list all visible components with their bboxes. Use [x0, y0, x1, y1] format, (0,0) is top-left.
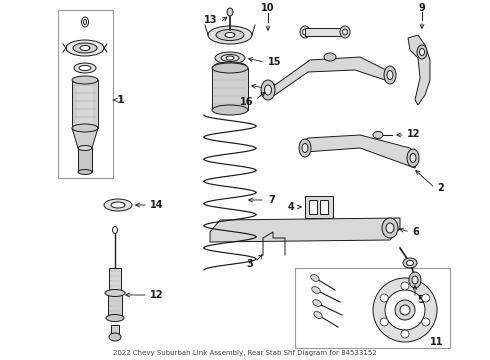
Ellipse shape [66, 40, 104, 56]
Ellipse shape [417, 45, 427, 59]
Ellipse shape [111, 202, 125, 208]
Ellipse shape [373, 131, 383, 139]
Ellipse shape [72, 76, 98, 84]
Circle shape [373, 278, 437, 342]
Ellipse shape [109, 333, 121, 341]
Text: 3: 3 [246, 259, 253, 269]
Ellipse shape [407, 149, 419, 167]
Ellipse shape [74, 63, 96, 73]
Ellipse shape [221, 54, 239, 62]
Ellipse shape [419, 49, 424, 55]
Circle shape [422, 318, 430, 326]
Circle shape [401, 282, 409, 290]
Ellipse shape [72, 124, 98, 132]
Circle shape [395, 300, 415, 320]
Circle shape [385, 290, 425, 330]
Ellipse shape [343, 29, 347, 35]
Ellipse shape [409, 272, 421, 288]
Text: 2022 Chevy Suburban Link Assembly, Rear Stab Shf Diagram for 84533152: 2022 Chevy Suburban Link Assembly, Rear … [113, 350, 377, 356]
Bar [212, 68, 248, 110]
Text: 9: 9 [418, 3, 425, 13]
Ellipse shape [106, 315, 124, 321]
Bar [320, 200, 328, 214]
Ellipse shape [314, 311, 322, 319]
Bar [309, 200, 317, 214]
Text: 8: 8 [268, 83, 275, 93]
Ellipse shape [382, 218, 398, 238]
Text: 14: 14 [150, 200, 164, 210]
Ellipse shape [300, 26, 310, 38]
Ellipse shape [311, 275, 319, 282]
Bar [305, 28, 345, 36]
Ellipse shape [80, 45, 90, 50]
Ellipse shape [83, 19, 87, 24]
Ellipse shape [302, 29, 308, 35]
Bar [78, 148, 92, 172]
Ellipse shape [299, 139, 311, 157]
Text: 11: 11 [430, 337, 443, 347]
Ellipse shape [214, 62, 246, 70]
Ellipse shape [387, 71, 393, 80]
Text: 16: 16 [240, 97, 253, 107]
Text: 13: 13 [203, 15, 217, 25]
Ellipse shape [78, 170, 92, 175]
Bar [305, 196, 333, 218]
Ellipse shape [261, 80, 275, 100]
Bar [295, 268, 450, 348]
Ellipse shape [104, 199, 132, 211]
Circle shape [380, 294, 388, 302]
Ellipse shape [79, 66, 91, 71]
Ellipse shape [324, 53, 336, 61]
Ellipse shape [225, 32, 235, 37]
Circle shape [400, 305, 410, 315]
Text: 15: 15 [268, 57, 281, 67]
Ellipse shape [403, 258, 417, 268]
Text: 7: 7 [268, 195, 275, 205]
Ellipse shape [226, 56, 234, 60]
Ellipse shape [208, 26, 252, 44]
Ellipse shape [313, 300, 321, 306]
Ellipse shape [410, 153, 416, 162]
Polygon shape [268, 57, 390, 97]
Ellipse shape [78, 145, 92, 150]
Text: 12: 12 [407, 129, 420, 139]
Ellipse shape [216, 30, 244, 41]
Bar [72, 80, 98, 128]
Circle shape [380, 318, 388, 326]
Text: 6: 6 [412, 227, 419, 237]
Ellipse shape [386, 223, 394, 233]
Polygon shape [408, 35, 430, 105]
Text: 12: 12 [150, 290, 164, 300]
Text: 2: 2 [437, 183, 444, 193]
Text: 1: 1 [117, 95, 125, 105]
Ellipse shape [384, 66, 396, 84]
Text: 5: 5 [417, 295, 424, 305]
Ellipse shape [215, 52, 245, 64]
Text: 4: 4 [287, 202, 294, 212]
Polygon shape [72, 128, 98, 148]
Text: 10: 10 [261, 3, 275, 13]
Ellipse shape [212, 105, 248, 115]
Polygon shape [210, 218, 400, 242]
Ellipse shape [212, 63, 248, 73]
Ellipse shape [312, 287, 320, 293]
Circle shape [422, 294, 430, 302]
Ellipse shape [412, 276, 418, 284]
Ellipse shape [265, 85, 271, 95]
Bar [108, 293, 122, 318]
Polygon shape [300, 135, 418, 168]
Ellipse shape [81, 17, 89, 27]
Bar [111, 325, 119, 337]
Bar [109, 268, 121, 293]
Ellipse shape [407, 261, 414, 266]
Ellipse shape [302, 144, 308, 153]
Bar [58, 10, 113, 178]
Ellipse shape [73, 43, 97, 53]
Ellipse shape [113, 226, 118, 234]
Circle shape [401, 330, 409, 338]
Ellipse shape [227, 8, 233, 16]
Ellipse shape [340, 26, 350, 38]
Ellipse shape [105, 289, 125, 297]
